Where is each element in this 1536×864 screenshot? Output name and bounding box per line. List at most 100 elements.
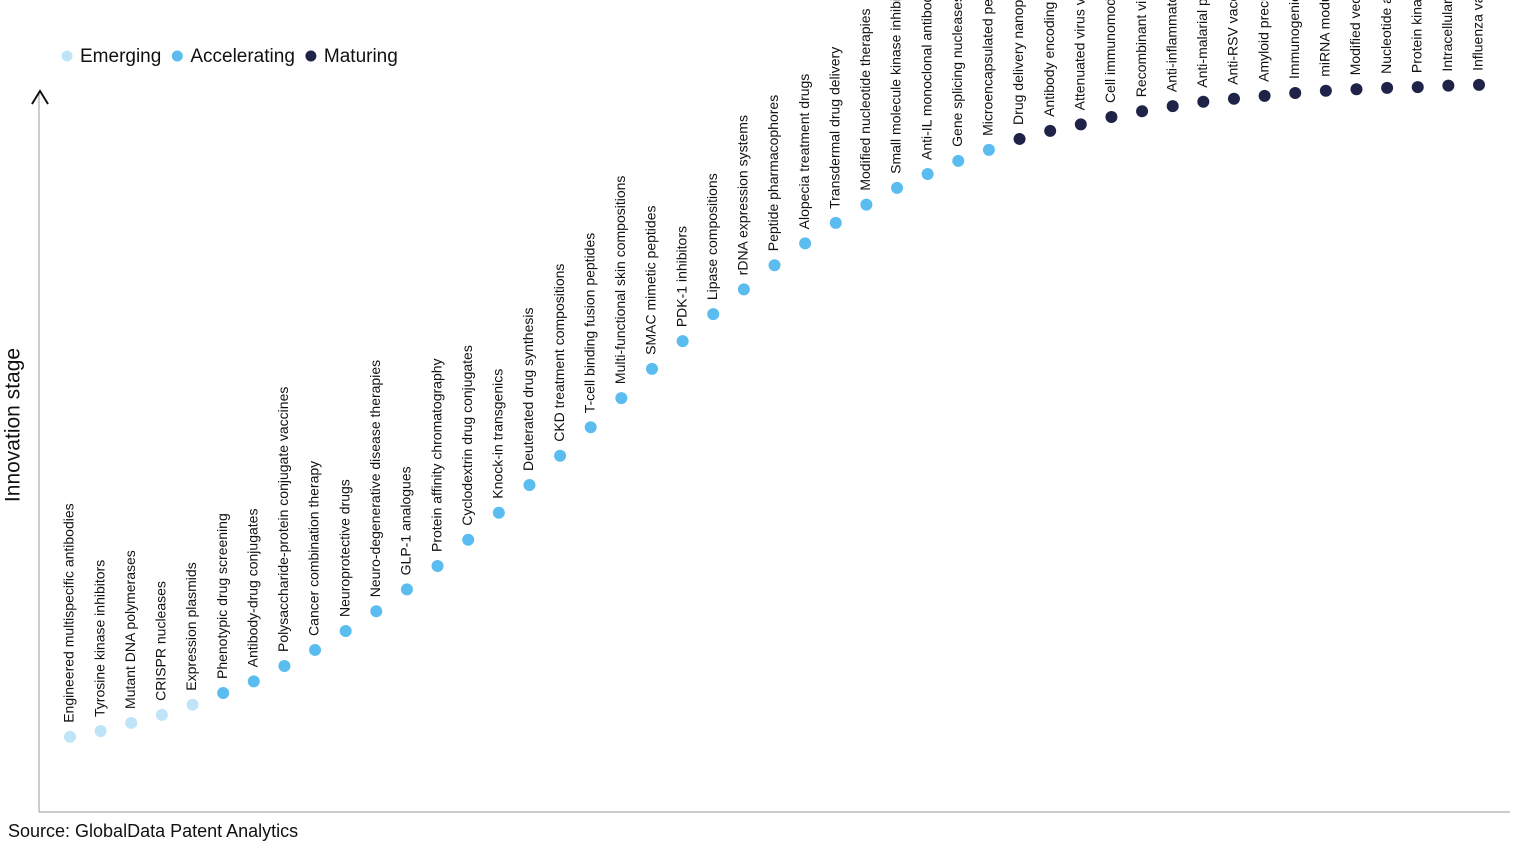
data-point [1289,86,1302,99]
data-point [1074,118,1087,131]
data-point [400,583,413,596]
category-label: CRISPR nucleases [153,581,169,701]
data-point [645,362,658,375]
category-label: Attenuated virus vaccines [1072,0,1088,110]
data-point [584,421,597,434]
category-label: Cell immunomodulation [1102,0,1118,103]
legend-marker [305,50,317,62]
data-point [1136,105,1149,118]
data-point [1197,95,1210,108]
category-label: Deuterated drug synthesis [520,308,536,471]
data-point [94,724,107,737]
category-label: Cyclodextrin drug conjugates [459,345,475,526]
category-label: Peptide pharmacophores [765,95,781,251]
category-label: rDNA expression systems [735,115,751,275]
data-point [1319,84,1332,97]
data-point [278,660,291,672]
category-label: Recombinant virus-like particles (VLPs) [1133,0,1149,97]
category-label: Anti-inflammatory anesthetics [1163,0,1179,92]
data-point [1166,100,1179,113]
data-point [247,675,260,688]
category-label: Microencapsulated peptide vaccines [980,0,996,136]
category-label: Neuro-degenerative disease therapies [367,360,383,597]
data-point [339,624,352,637]
data-point [554,449,567,462]
data-point [370,605,383,618]
category-label: SMAC mimetic peptides [643,205,659,354]
data-point [462,533,475,546]
legend-marker [171,50,183,62]
data-point [1473,78,1485,91]
category-label: Engineered multispecific antibodies [61,503,77,722]
category-label: Immunogenic fusion proteins [1286,0,1302,79]
data-point [1105,111,1118,124]
data-point [1350,83,1363,96]
category-label: Tyrosine kinase inhibitors [91,560,107,717]
category-label: Mutant DNA polymerases [122,550,138,709]
category-label: Knock-in transgenics [490,369,506,499]
category-label: Expression plasmids [183,562,199,690]
data-point [1381,81,1394,94]
category-label: Polysaccharide-protein conjugate vaccine… [275,387,291,652]
category-label: Protein affinity chromatography [428,358,444,552]
category-label: Amyloid precursor targeted therapies [1255,0,1271,82]
data-point [1044,124,1057,137]
data-point [799,237,812,250]
category-label: Alopecia treatment drugs [796,74,812,230]
category-label: Influenza vaccine vectors [1470,0,1486,71]
category-label: miRNA modulation [1317,0,1333,77]
category-label: Intracellular receptor modulators [1439,0,1455,72]
data-point [982,143,995,156]
data-point [431,559,444,572]
y-axis-label: Innovation stage [2,348,25,502]
axis-arrow [31,89,49,105]
data-point [186,698,199,711]
legend-label: Emerging [80,46,161,67]
data-point [1227,92,1240,105]
data-point [676,335,689,348]
data-point [952,154,965,167]
category-label: Neuroprotective drugs [336,479,352,617]
category-label: Antibody-drug conjugates [244,509,260,668]
category-label: Anti-IL monoclonal antibodies [918,0,934,160]
category-label: Protein kinase inhibitors [1408,0,1424,73]
category-label: T-cell binding fusion peptides [581,233,597,414]
data-point [707,308,720,321]
data-point [829,216,842,229]
legend-label: Accelerating [190,46,295,67]
category-label: Antibody encoding polynucleotide librari… [1041,0,1057,117]
category-label: Nucleotide analogues [1378,0,1394,74]
data-point [125,716,138,729]
data-point [492,506,505,519]
legend-marker [61,50,73,62]
category-label: Anti-RSV vaccines [1225,0,1241,85]
category-label: Small molecule kinase inhibitors [888,0,904,174]
category-label: Transdermal drug delivery [826,47,842,209]
data-point [1442,79,1455,92]
category-label: CKD treatment compositions [551,264,567,442]
category-label: Gene splicing nucleases [949,0,965,147]
source: Source: GlobalData Patent Analytics [8,821,298,841]
category-label: Anti-malarial peptides [1194,0,1210,88]
data-point [155,708,168,721]
category-label: Phenotypic drug screening [214,513,230,679]
data-point [1258,89,1271,102]
category-label: PDK-1 inhibitors [673,226,689,327]
data-point [309,643,322,656]
category-label: Multi-functional skin compositions [612,176,628,385]
data-point [1411,81,1424,94]
data-point [64,730,76,743]
data-point [615,392,628,405]
category-label: GLP-1 analogues [398,466,414,575]
category-label: Modified vector HIV-1 vaccines [1347,0,1363,75]
data-point [768,259,781,272]
category-label: Lipase compositions [704,173,720,300]
data-point [523,478,536,491]
data-point [860,198,873,211]
data-point [891,181,904,194]
category-label: Cancer combination therapy [306,461,322,636]
data-point [921,167,934,180]
category-label: Drug delivery nanoparticles [1010,0,1026,125]
data-point [217,687,230,700]
